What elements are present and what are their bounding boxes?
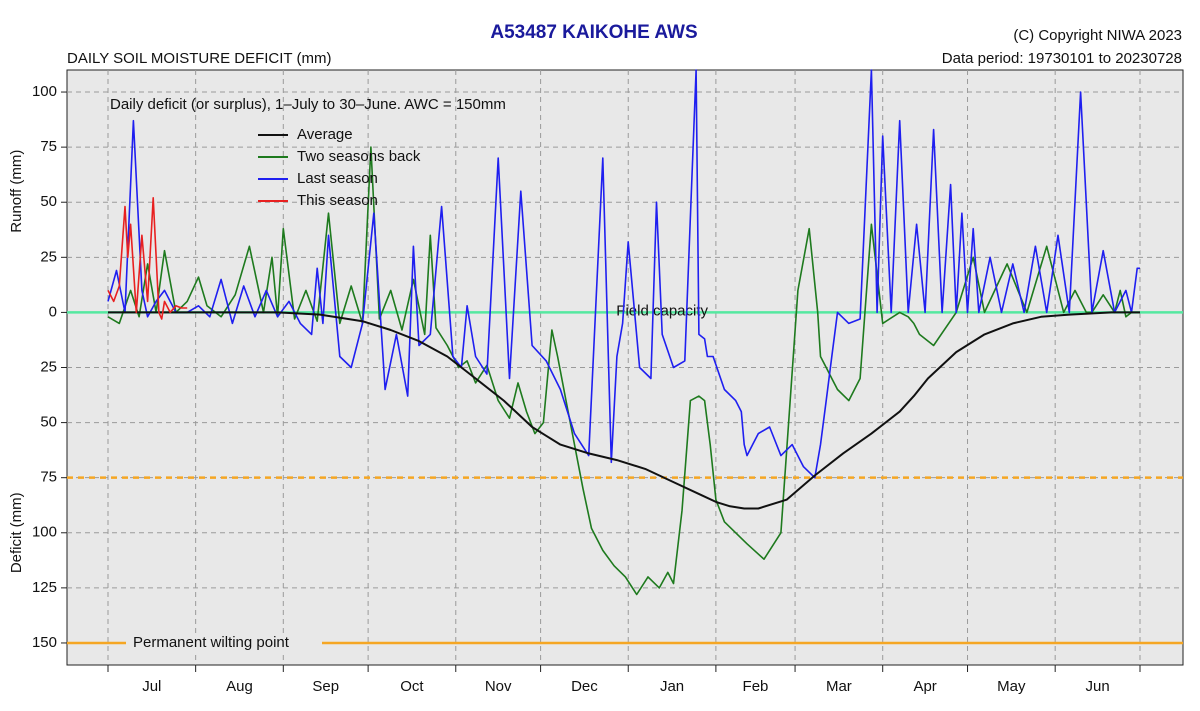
data-series bbox=[107, 69, 1140, 596]
x-tick-label: Jun bbox=[1085, 678, 1109, 695]
wilting-point-label-bg bbox=[126, 633, 322, 652]
chart-title: A53487 KAIKOHE AWS bbox=[490, 22, 698, 43]
y-axis-label-deficit: Deficit (mm) bbox=[8, 492, 25, 573]
y-tick-label: 75 bbox=[40, 138, 57, 155]
series-line-two-seasons-back bbox=[107, 146, 1140, 596]
x-tick-label: Feb bbox=[743, 678, 769, 695]
series-line-last-season bbox=[107, 69, 1140, 479]
y-tick-label: 0 bbox=[49, 303, 57, 320]
axes: 100 75 50 25 0 25 50 75 100 125 150 Jul Aug Sep Oct Nov… bbox=[8, 83, 1141, 695]
x-tick-label: Sep bbox=[312, 678, 339, 695]
chart-subtitle: DAILY SOIL MOISTURE DEFICIT (mm) bbox=[67, 50, 332, 67]
y-tick-label: 100 bbox=[32, 524, 57, 541]
y-axis-label-runoff: Runoff (mm) bbox=[8, 150, 25, 233]
copyright-notice: (C) Copyright NIWA 2023 bbox=[1013, 27, 1182, 44]
y-tick-label: 150 bbox=[32, 634, 57, 651]
x-tick-label: Mar bbox=[826, 678, 852, 695]
reference-lines: Field capacity Permanent wilting point bbox=[67, 302, 1183, 652]
y-tick-label: 75 bbox=[40, 469, 57, 486]
x-tick-label: Apr bbox=[913, 678, 936, 695]
y-tick-label: 125 bbox=[32, 579, 57, 596]
x-tick-label: Aug bbox=[226, 678, 253, 695]
series-line-average bbox=[108, 311, 1140, 510]
permanent-wilting-point-label: Permanent wilting point bbox=[133, 634, 290, 651]
y-tick-label: 50 bbox=[40, 414, 57, 431]
y-tick-label: 25 bbox=[40, 358, 57, 375]
legend: Daily deficit (or surplus), 1–July to 30… bbox=[110, 96, 506, 209]
field-capacity-label: Field capacity bbox=[616, 302, 708, 319]
data-period: Data period: 19730101 to 20230728 bbox=[941, 50, 1182, 67]
x-tick-label: Nov bbox=[485, 678, 512, 695]
x-tick-label: Dec bbox=[571, 678, 598, 695]
series-line-this-season bbox=[107, 197, 188, 320]
y-tick-label: 100 bbox=[32, 83, 57, 100]
chart-note: Daily deficit (or surplus), 1–July to 30… bbox=[110, 96, 506, 113]
y-tick-label: 50 bbox=[40, 193, 57, 210]
x-tick-label: May bbox=[997, 678, 1026, 695]
legend-label-average: Average bbox=[297, 126, 353, 143]
x-tick-label: Jul bbox=[142, 678, 161, 695]
legend-label-this-season: This season bbox=[297, 192, 378, 209]
y-tick-label: 25 bbox=[40, 248, 57, 265]
x-tick-label: Jan bbox=[660, 678, 684, 695]
legend-label-two-seasons-back: Two seasons back bbox=[297, 148, 421, 165]
x-tick-label: Oct bbox=[400, 678, 424, 695]
legend-label-last-season: Last season bbox=[297, 170, 378, 187]
